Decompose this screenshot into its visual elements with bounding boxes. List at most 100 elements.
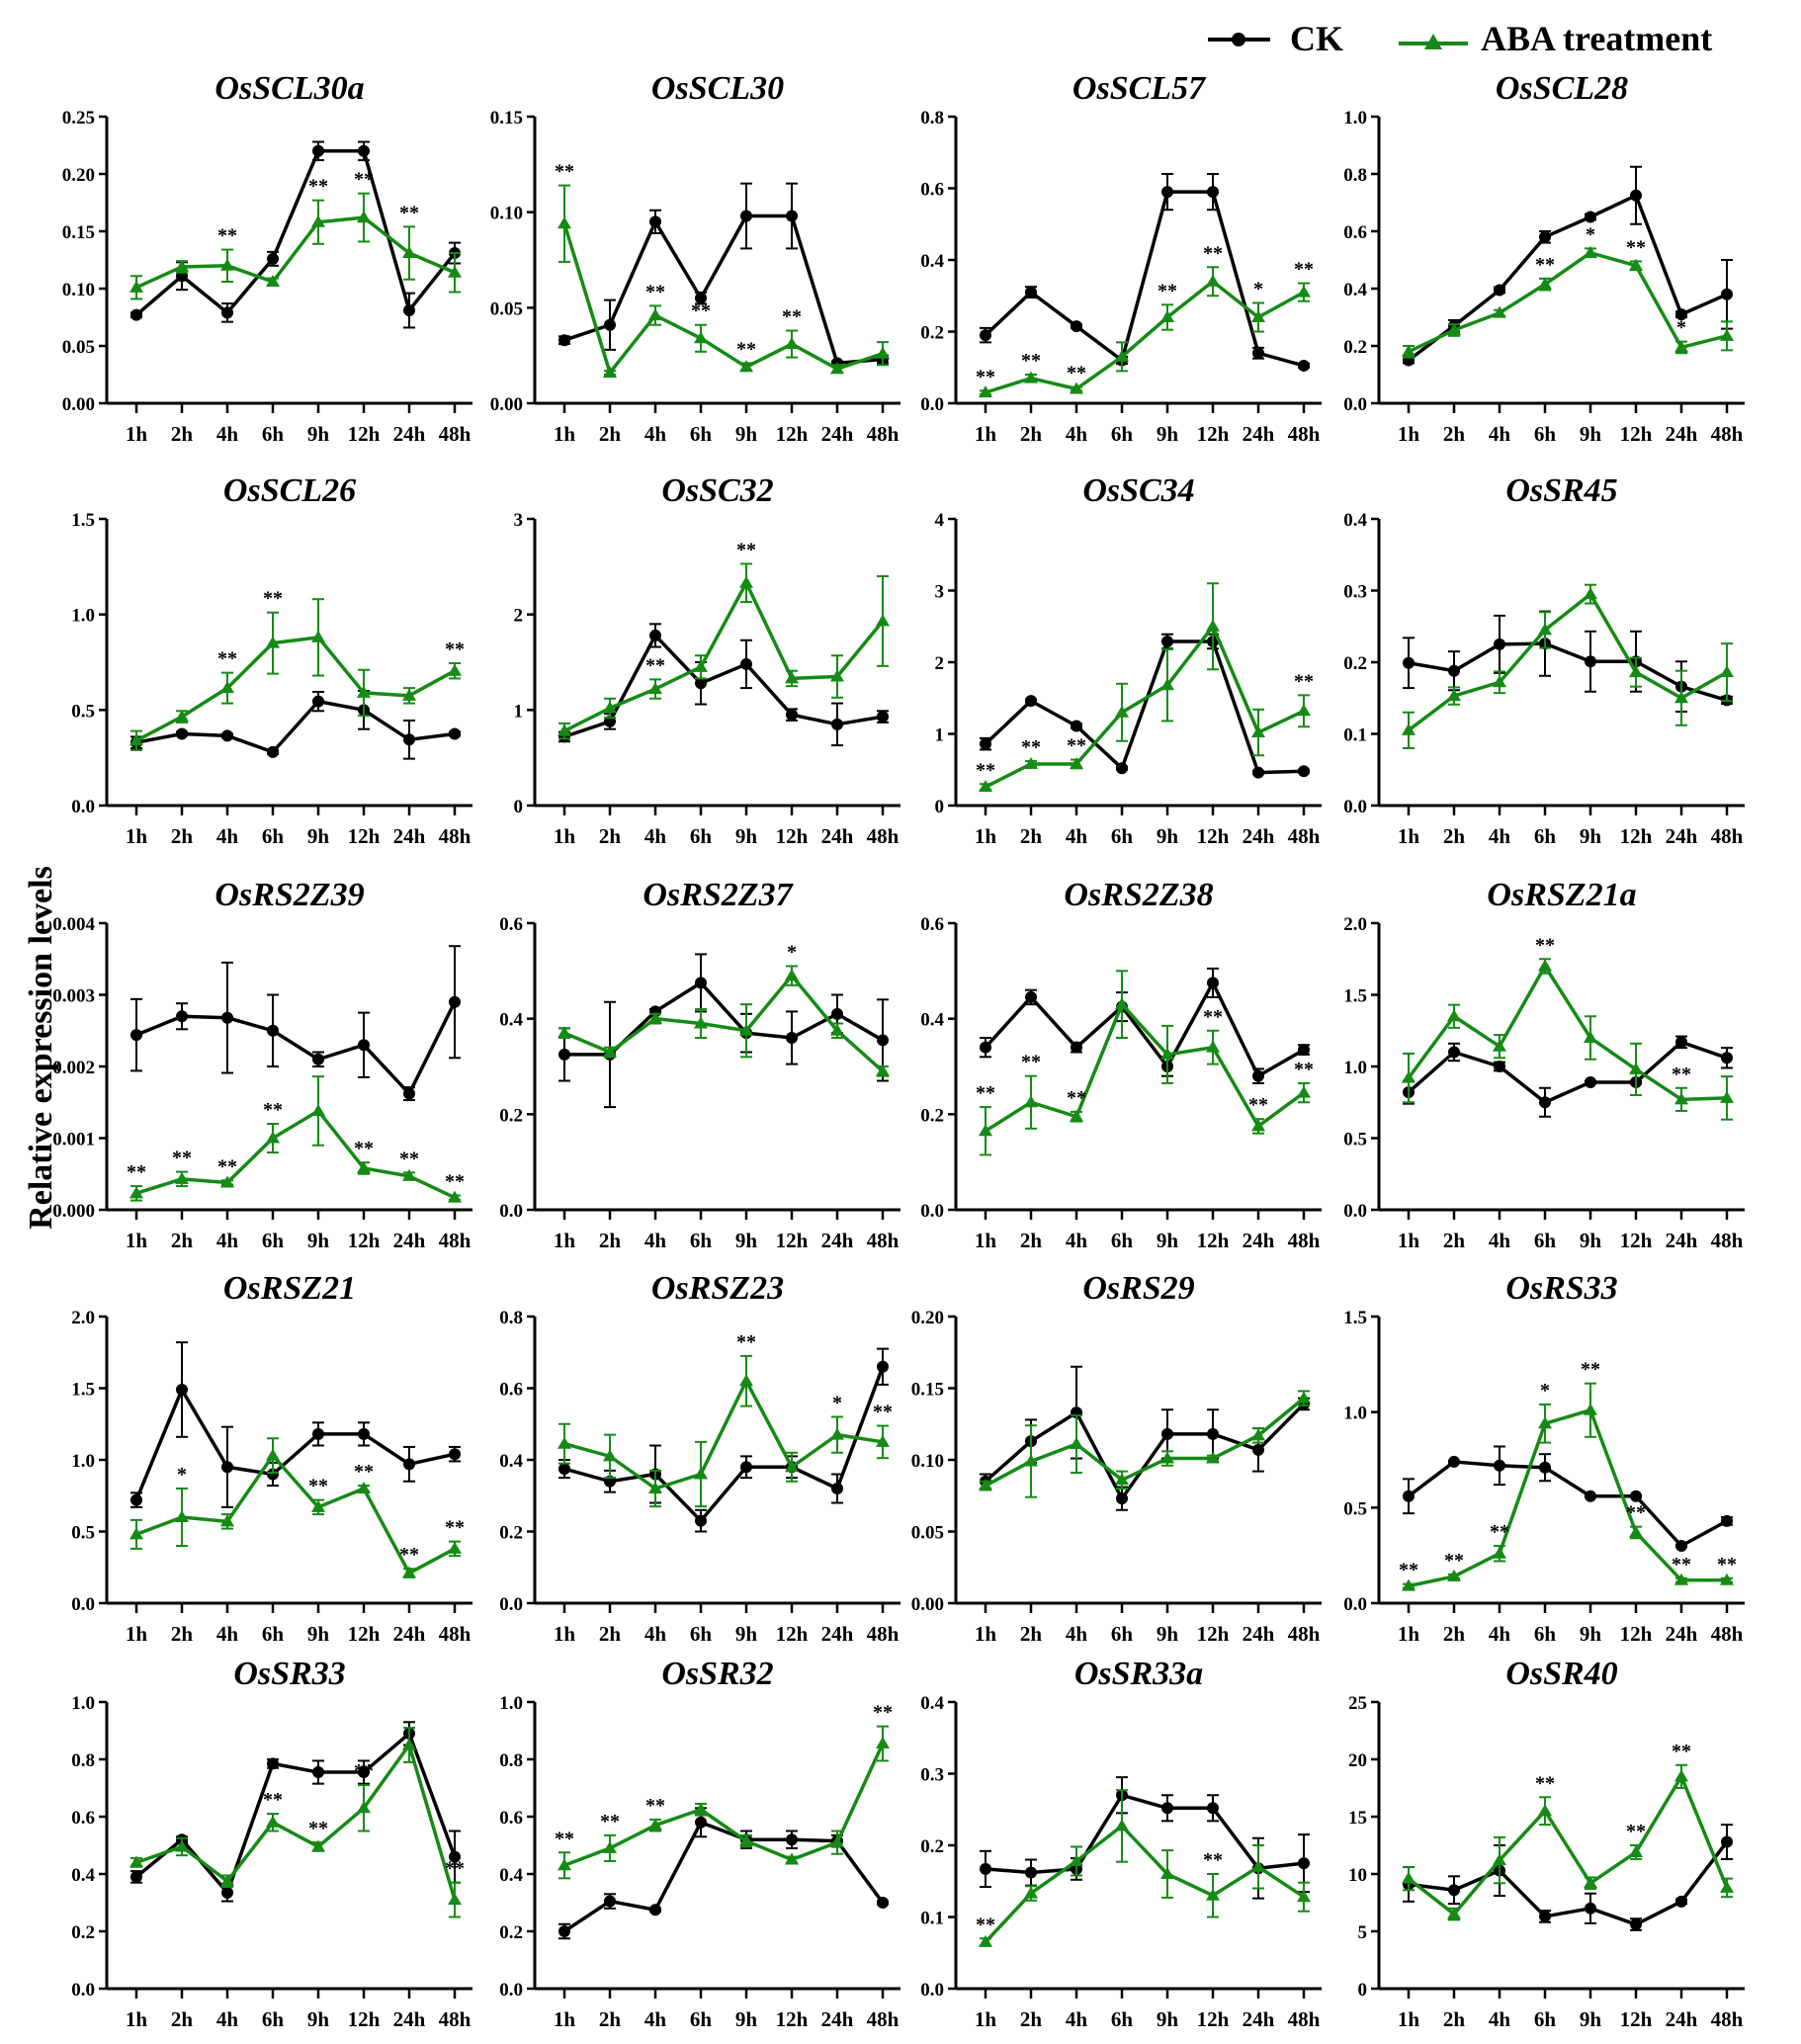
data-point-aba (1720, 1573, 1734, 1585)
x-tick-label: 6h (1111, 422, 1134, 446)
data-point-aba (311, 1103, 325, 1116)
x-tick-label: 9h (307, 2007, 330, 2031)
x-tick-label: 2h (1443, 824, 1466, 848)
y-tick-label: 0.5 (71, 1523, 95, 1544)
x-tick-label: 4h (1066, 2007, 1088, 2031)
x-tick-label: 9h (1580, 824, 1602, 848)
significance-label: ** (1294, 259, 1314, 281)
x-tick-label: 24h (1243, 1622, 1275, 1646)
series-aba (557, 965, 890, 1077)
data-point-ck (695, 1816, 707, 1829)
panel-OsSC34: OsSC34 0 1 2 3 4 1h 2h 4h 6h 9h 12h 24h 48h ** ** ** ** (935, 472, 1322, 848)
series-ck (130, 1341, 461, 1508)
x-tick-label: 12h (348, 2007, 381, 2031)
data-point-aba (785, 1460, 799, 1473)
data-point-ck (1585, 655, 1596, 668)
data-point-aba (830, 669, 844, 682)
significance-label: ** (1535, 934, 1555, 956)
data-point-aba (785, 671, 799, 684)
x-tick-label: 4h (644, 422, 667, 446)
x-tick-label: 1h (554, 2007, 576, 2031)
y-tick-label: 1 (514, 701, 524, 722)
significance-label: ** (1581, 1359, 1600, 1381)
y-tick-label: 1.5 (1343, 986, 1367, 1007)
x-tick-label: 24h (821, 2007, 854, 2031)
data-point-aba (357, 211, 371, 223)
series-ck (1403, 1824, 1733, 1931)
data-point-ck (1025, 695, 1037, 708)
data-point-ck (312, 1766, 324, 1779)
y-tick-label: 0.4 (920, 251, 944, 272)
significance-label: ** (1248, 1094, 1268, 1116)
data-point-aba (694, 659, 708, 672)
panel-OsRSZ21a: OsRSZ21a 0.0 0.5 1.0 1.5 2.0 1h 2h 4h 6h 9h 12h 24h 4… (1343, 877, 1745, 1252)
y-tick-label: 0.2 (499, 1922, 523, 1943)
y-tick-label: 0.4 (920, 1693, 944, 1714)
series-line-ck (1407, 1040, 1728, 1104)
data-point-aba (311, 1839, 325, 1852)
x-tick-label: 1h (554, 1622, 576, 1646)
data-point-ck (558, 1463, 570, 1476)
data-point-aba (1447, 689, 1461, 702)
y-tick-label: 10 (1348, 1865, 1367, 1886)
data-point-ck (740, 1461, 752, 1474)
data-point-ck (1494, 638, 1505, 650)
data-point-aba (311, 630, 325, 642)
x-tick-label: 6h (262, 1622, 285, 1646)
x-tick-label: 4h (216, 2007, 239, 2031)
x-tick-label: 4h (1066, 1622, 1088, 1646)
data-point-ck (1207, 1427, 1219, 1440)
y-tick-label: 0.15 (62, 222, 95, 243)
data-point-ck (1721, 288, 1733, 300)
x-tick-label: 48h (1288, 824, 1321, 848)
significance-label: ** (1626, 236, 1646, 258)
panel-OsSCL30a: OsSCL30a 0.00 0.05 0.10 0.15 0.20 0.25 1h 2h 4h 6h… (62, 70, 472, 446)
x-tick-label: 2h (1020, 1622, 1043, 1646)
panel-title: OsSR32 (661, 1656, 773, 1692)
legend-ck-label: CK (1290, 19, 1343, 58)
series-line-ck (1407, 1460, 1728, 1548)
x-tick-label: 4h (1489, 1229, 1511, 1252)
x-tick-label: 1h (126, 1622, 148, 1646)
y-tick-label: 0.003 (52, 986, 95, 1007)
x-tick-label: 48h (439, 422, 472, 446)
data-point-aba (603, 701, 617, 714)
data-point-aba (1070, 382, 1083, 394)
y-tick-label: 1.0 (1343, 1404, 1367, 1424)
series-line-ck (984, 639, 1305, 775)
data-point-ck (221, 1461, 233, 1474)
data-point-aba (129, 1527, 143, 1540)
data-point-aba (1024, 371, 1038, 383)
x-tick-label: 9h (735, 2007, 758, 2031)
x-tick-label: 48h (439, 2007, 472, 2031)
data-point-aba (1070, 1853, 1083, 1866)
data-point-ck (1403, 656, 1415, 669)
y-tick-label: 1.5 (71, 1380, 95, 1401)
y-tick-label: 0.00 (490, 394, 523, 415)
y-tick-label: 0.2 (71, 1922, 95, 1943)
data-point-ck (358, 1427, 370, 1440)
data-point-aba (357, 1482, 371, 1493)
data-point-aba (785, 969, 799, 981)
series-ck (980, 633, 1310, 779)
data-point-ck (831, 1483, 843, 1494)
panel-OsSR45: OsSR45 0.0 0.1 0.2 0.3 0.4 1h 2h 4h 6h 9h 12h 24h 48h (1343, 472, 1745, 848)
y-tick-label: 0.00 (911, 1594, 944, 1615)
x-tick-label: 1h (1398, 824, 1420, 848)
data-point-ck (695, 677, 707, 690)
significance-label: * (1253, 279, 1263, 300)
x-tick-label: 2h (599, 2007, 622, 2031)
y-tick-label: 0.05 (490, 298, 523, 319)
significance-label: ** (263, 1099, 283, 1121)
significance-label: ** (555, 161, 574, 183)
x-tick-label: 2h (171, 422, 194, 446)
data-point-ck (695, 1514, 707, 1527)
data-point-aba (1115, 1819, 1129, 1831)
series-aba (979, 582, 1311, 793)
data-point-ck (130, 308, 142, 321)
data-point-aba (648, 308, 662, 321)
panel-title: OsRSZ21 (223, 1270, 356, 1307)
y-tick-label: 0.2 (920, 1105, 944, 1126)
x-tick-label: 2h (1443, 1229, 1466, 1252)
x-tick-label: 9h (307, 1229, 330, 1252)
